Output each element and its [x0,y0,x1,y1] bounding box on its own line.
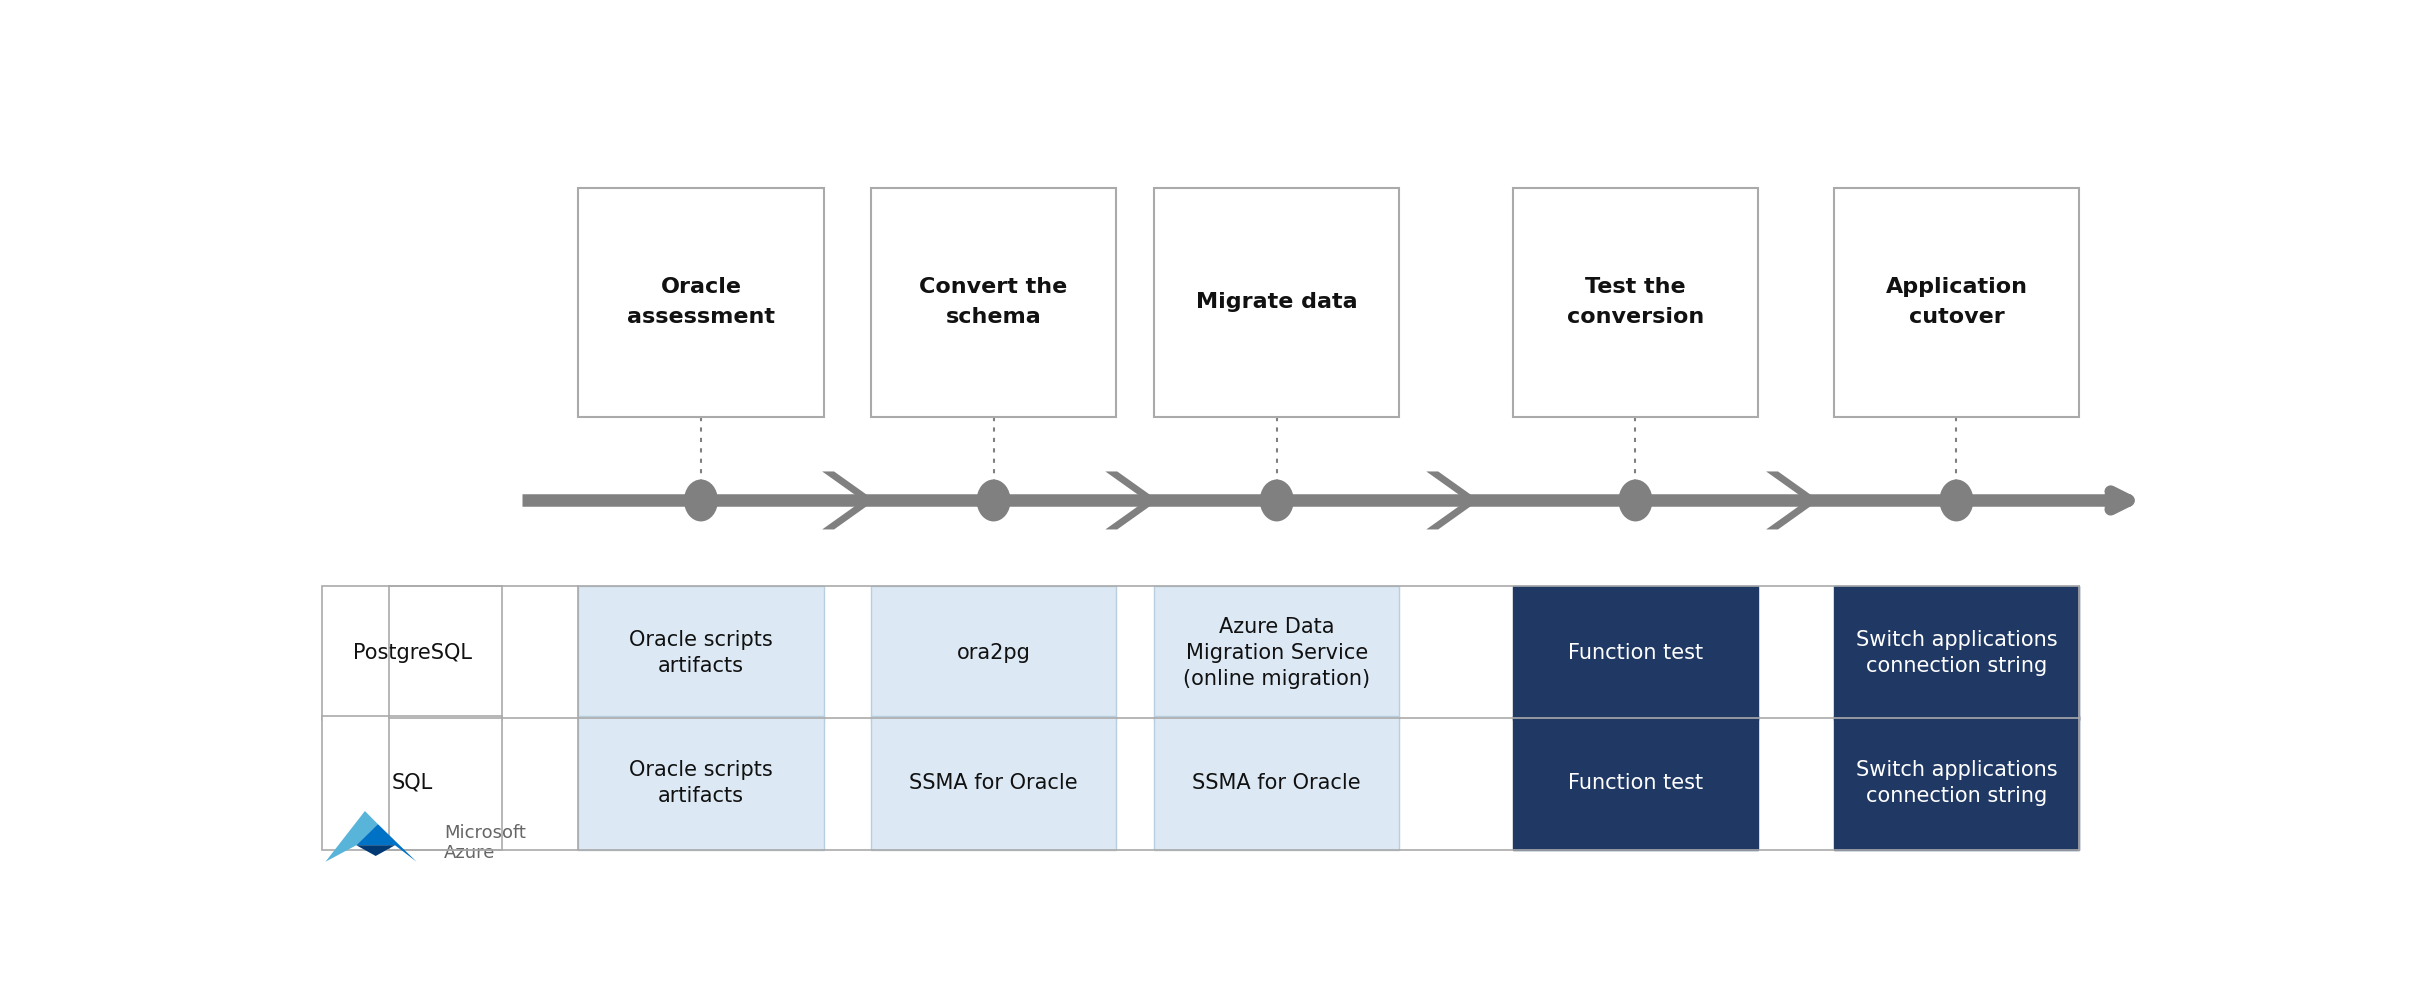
FancyBboxPatch shape [1513,587,1759,719]
FancyBboxPatch shape [1834,187,2080,416]
Text: Function test: Function test [1569,773,1703,793]
Text: SQL: SQL [392,773,434,793]
FancyBboxPatch shape [1834,587,2080,719]
Text: Test the
conversion: Test the conversion [1566,277,1705,327]
FancyBboxPatch shape [872,187,1116,416]
Polygon shape [326,811,378,862]
Polygon shape [356,845,395,856]
FancyBboxPatch shape [577,187,823,416]
FancyBboxPatch shape [1834,716,2080,849]
FancyBboxPatch shape [1155,587,1398,719]
FancyBboxPatch shape [1513,716,1759,849]
Polygon shape [823,472,875,529]
FancyBboxPatch shape [1155,716,1398,849]
FancyBboxPatch shape [1513,187,1759,416]
Text: Azure: Azure [443,844,495,862]
FancyBboxPatch shape [577,716,823,849]
Text: Switch applications
connection string: Switch applications connection string [1856,630,2058,676]
Text: Oracle scripts
artifacts: Oracle scripts artifacts [628,630,772,676]
Polygon shape [1106,472,1157,529]
Text: Microsoft: Microsoft [443,824,526,841]
Text: Application
cutover: Application cutover [1885,277,2027,327]
FancyBboxPatch shape [577,587,823,719]
Text: ora2pg: ora2pg [957,643,1030,663]
Ellipse shape [1618,480,1652,521]
FancyBboxPatch shape [1155,187,1398,416]
Polygon shape [1427,472,1479,529]
Text: Oracle scripts
artifacts: Oracle scripts artifacts [628,759,772,806]
Polygon shape [356,825,417,862]
Text: Azure Data
Migration Service
(online migration): Azure Data Migration Service (online mig… [1184,616,1371,690]
Text: Switch applications
connection string: Switch applications connection string [1856,759,2058,806]
Text: Migrate data: Migrate data [1196,292,1357,312]
Text: Oracle
assessment: Oracle assessment [626,277,775,327]
FancyBboxPatch shape [872,716,1116,849]
Text: Convert the
schema: Convert the schema [918,277,1067,327]
Text: SSMA for Oracle: SSMA for Oracle [1194,773,1362,793]
Text: SSMA for Oracle: SSMA for Oracle [909,773,1077,793]
FancyBboxPatch shape [872,587,1116,719]
Ellipse shape [685,480,719,521]
Ellipse shape [977,480,1011,521]
Text: PostgreSQL: PostgreSQL [353,643,473,663]
Ellipse shape [1259,480,1294,521]
Ellipse shape [1939,480,1973,521]
Text: Function test: Function test [1569,643,1703,663]
Polygon shape [1766,472,1820,529]
FancyBboxPatch shape [322,716,502,849]
FancyBboxPatch shape [322,587,502,719]
